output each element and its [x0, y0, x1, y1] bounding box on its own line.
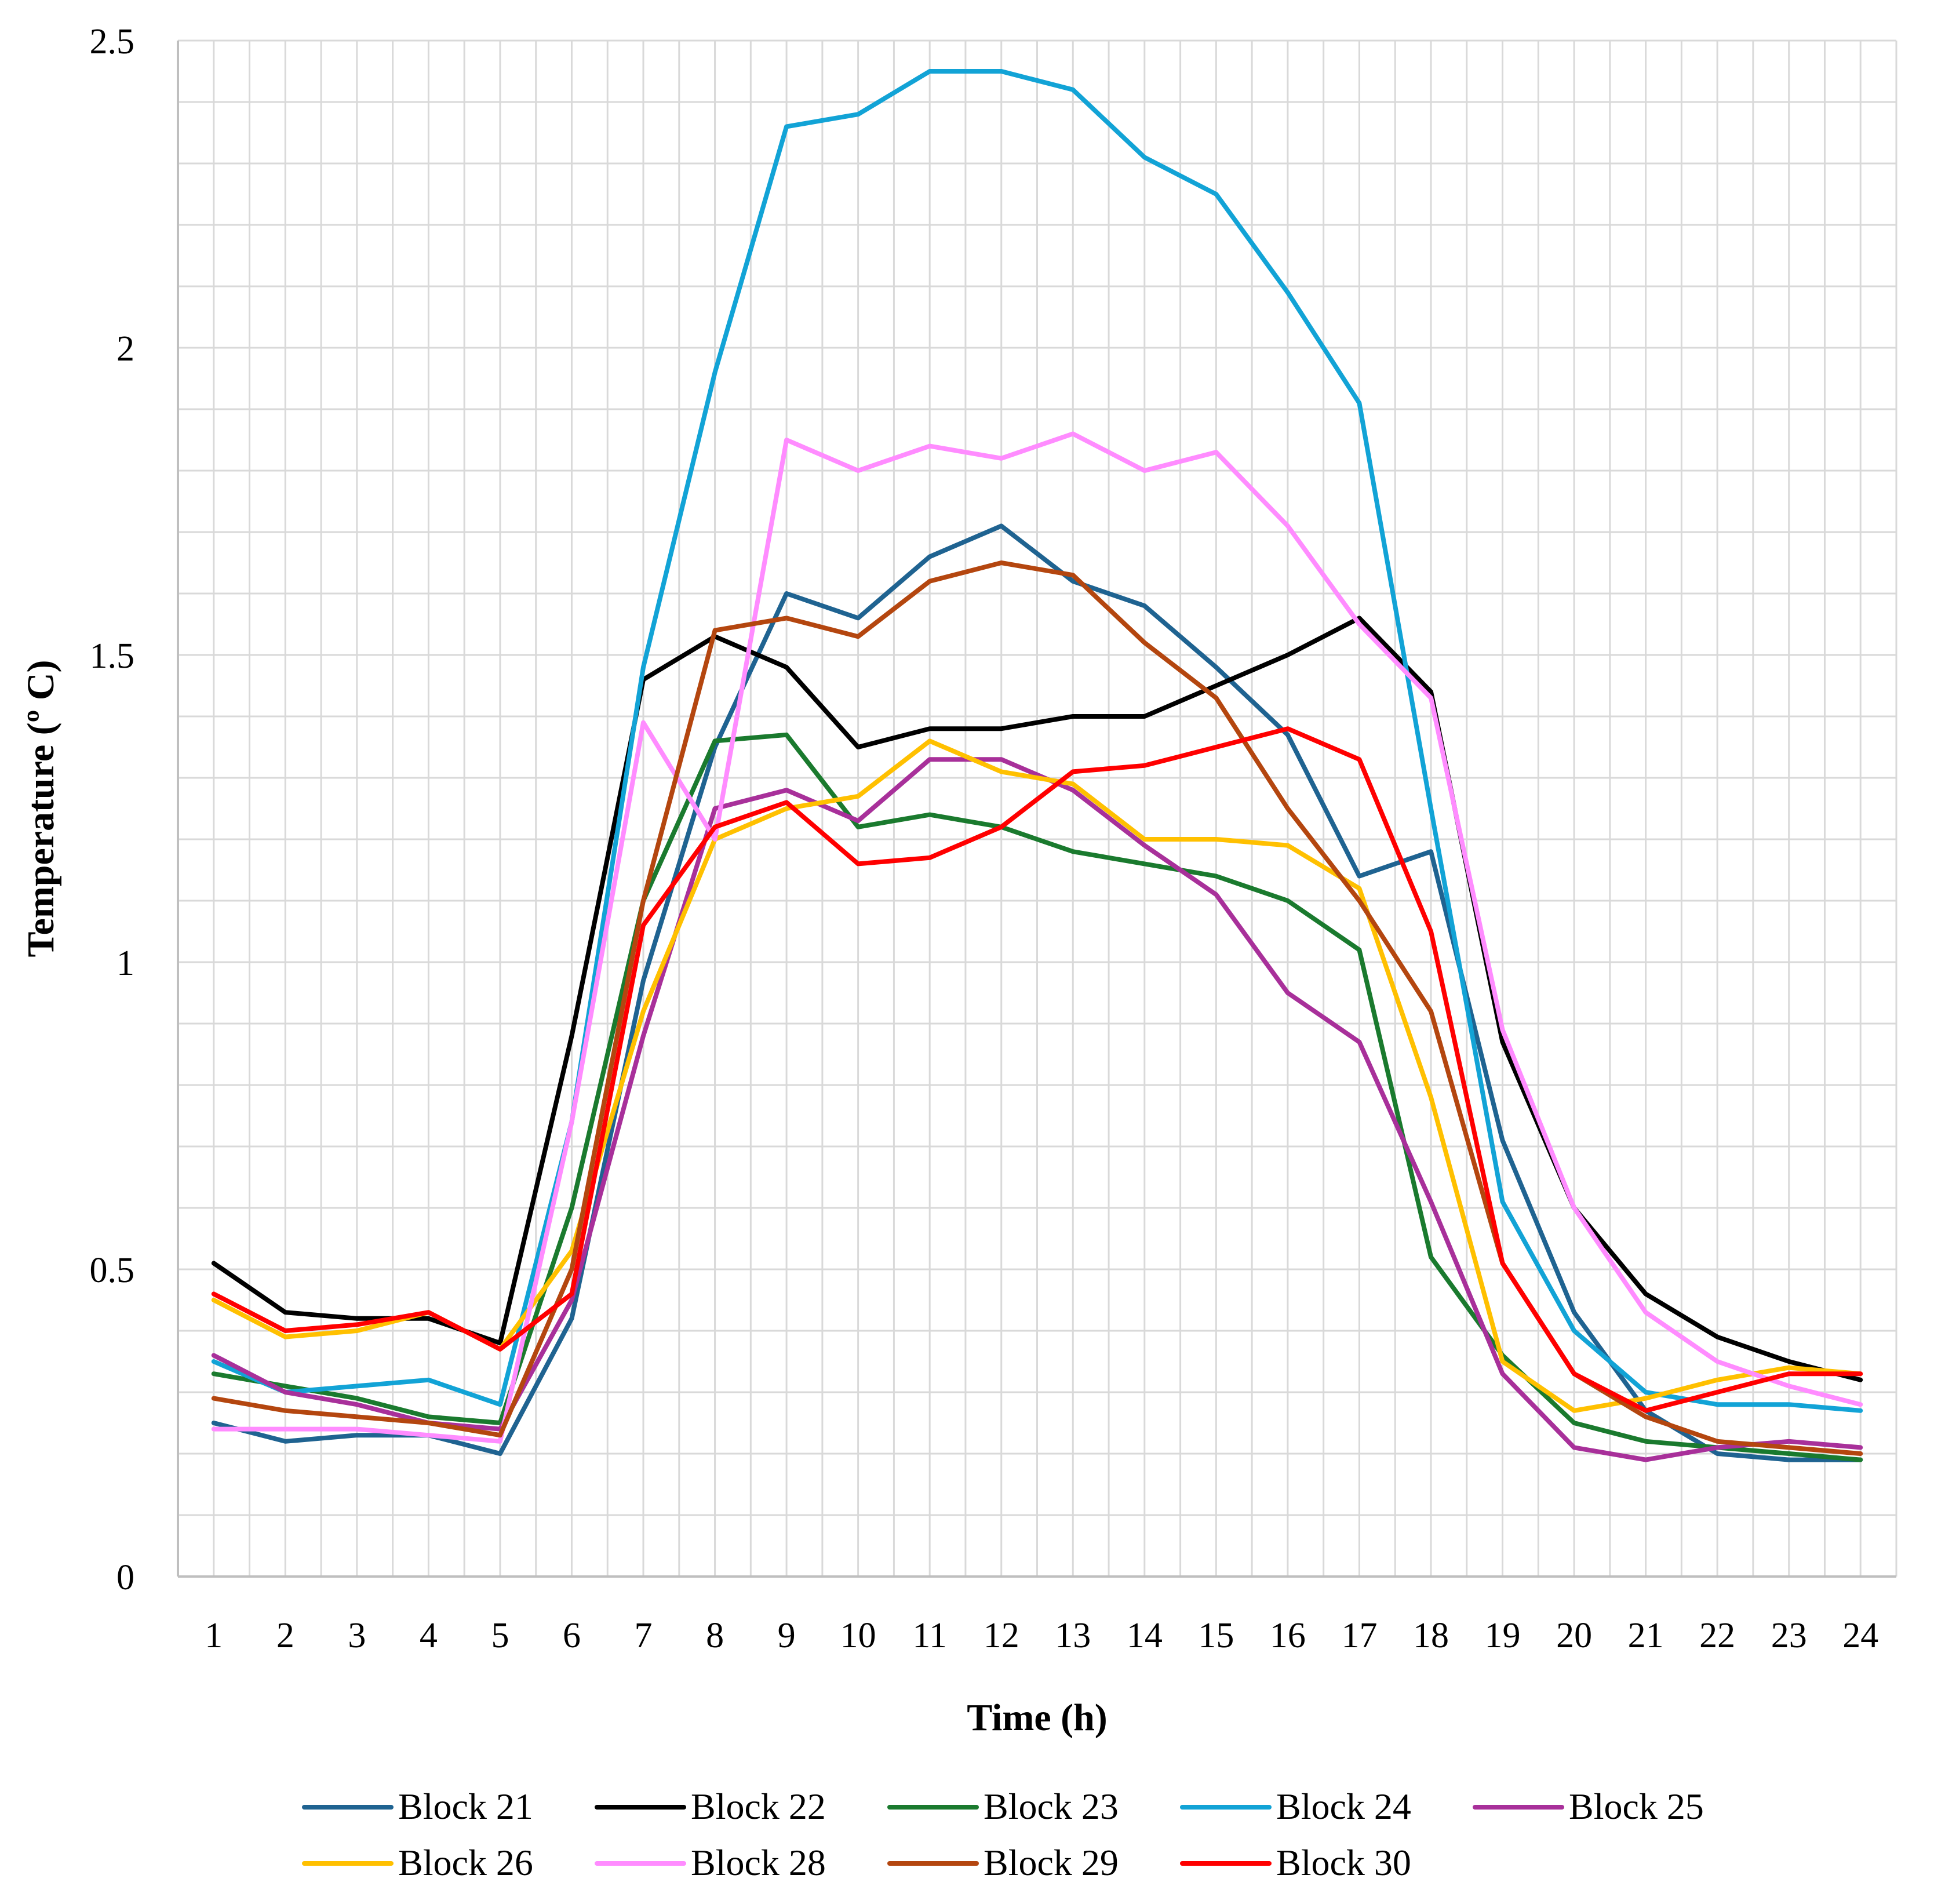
x-tick-label: 20: [1556, 1616, 1592, 1655]
legend-item-block-29: Block 29: [887, 1842, 1119, 1883]
x-tick-label: 11: [912, 1616, 947, 1655]
x-tick-label: 5: [491, 1616, 509, 1655]
x-axis-ticks: 1 2 3 4 5 6 7 8 9 10 11 12 13 14 15 16 17 18 19 20 21 22 23 24: [205, 1616, 1878, 1655]
grid: [177, 39, 1897, 1578]
x-tick-label: 9: [778, 1616, 796, 1655]
legend-item-block-23: Block 23: [887, 1786, 1119, 1827]
legend-item-block-26: Block 26: [302, 1842, 533, 1883]
x-axis-title: Time (h): [967, 1697, 1108, 1739]
legend-item-block-25: Block 25: [1473, 1786, 1704, 1827]
legend-label: Block 24: [1276, 1786, 1411, 1827]
x-tick-label: 14: [1127, 1616, 1163, 1655]
axes: [177, 41, 1896, 1578]
legend-item-block-30: Block 30: [1180, 1842, 1411, 1883]
y-tick-label: 2: [116, 329, 134, 369]
x-tick-label: 10: [840, 1616, 876, 1655]
x-tick-label: 8: [706, 1616, 724, 1655]
series-line-block-30: [211, 726, 1863, 1413]
x-tick-label: 7: [635, 1616, 653, 1655]
y-tick-label: 2.5: [90, 22, 135, 61]
x-tick-label: 21: [1628, 1616, 1664, 1655]
x-tick-label: 4: [420, 1616, 438, 1655]
x-tick-label: 1: [205, 1616, 223, 1655]
legend-item-block-21: Block 21: [302, 1786, 533, 1827]
x-tick-label: 22: [1699, 1616, 1735, 1655]
legend-label: Block 30: [1276, 1842, 1411, 1883]
legend-item-block-24: Block 24: [1180, 1786, 1411, 1827]
legend-label: Block 21: [398, 1786, 533, 1827]
legend-label: Block 25: [1569, 1786, 1704, 1827]
y-tick-label: 1: [116, 944, 134, 983]
series-line-block-28: [211, 431, 1863, 1444]
y-tick-label: 0: [116, 1558, 134, 1597]
legend-label: Block 26: [398, 1842, 533, 1883]
x-tick-label: 6: [563, 1616, 581, 1655]
x-tick-label: 18: [1413, 1616, 1449, 1655]
y-axis-ticks: 0 0.5 1 1.5 2 2.5: [90, 22, 135, 1597]
x-tick-label: 15: [1198, 1616, 1234, 1655]
x-tick-label: 16: [1270, 1616, 1306, 1655]
x-tick-label: 24: [1842, 1616, 1878, 1655]
x-tick-label: 2: [276, 1616, 294, 1655]
x-tick-label: 17: [1341, 1616, 1377, 1655]
legend-label: Block 22: [691, 1786, 826, 1827]
series-line-block-25: [211, 757, 1863, 1462]
legend-label: Block 29: [984, 1842, 1119, 1883]
series-lines: [211, 69, 1863, 1462]
series-line-block-23: [211, 732, 1863, 1462]
y-tick-label: 1.5: [90, 636, 135, 676]
x-tick-label: 23: [1771, 1616, 1807, 1655]
x-tick-label: 13: [1055, 1616, 1091, 1655]
series-line-block-24: [211, 69, 1863, 1413]
legend-item-block-28: Block 28: [595, 1842, 826, 1883]
legend-label: Block 28: [691, 1842, 826, 1883]
y-tick-label: 0.5: [90, 1251, 135, 1290]
legend-label: Block 23: [984, 1786, 1119, 1827]
y-axis-title: Temperature (º C): [20, 660, 62, 957]
x-tick-label: 19: [1485, 1616, 1521, 1655]
legend: Block 21 Block 22 Block 23 Block 24 Block 25…: [302, 1786, 1704, 1883]
legend-item-block-22: Block 22: [595, 1786, 826, 1827]
series-line-block-21: [211, 523, 1863, 1462]
x-tick-label: 3: [348, 1616, 366, 1655]
x-tick-label: 12: [984, 1616, 1019, 1655]
